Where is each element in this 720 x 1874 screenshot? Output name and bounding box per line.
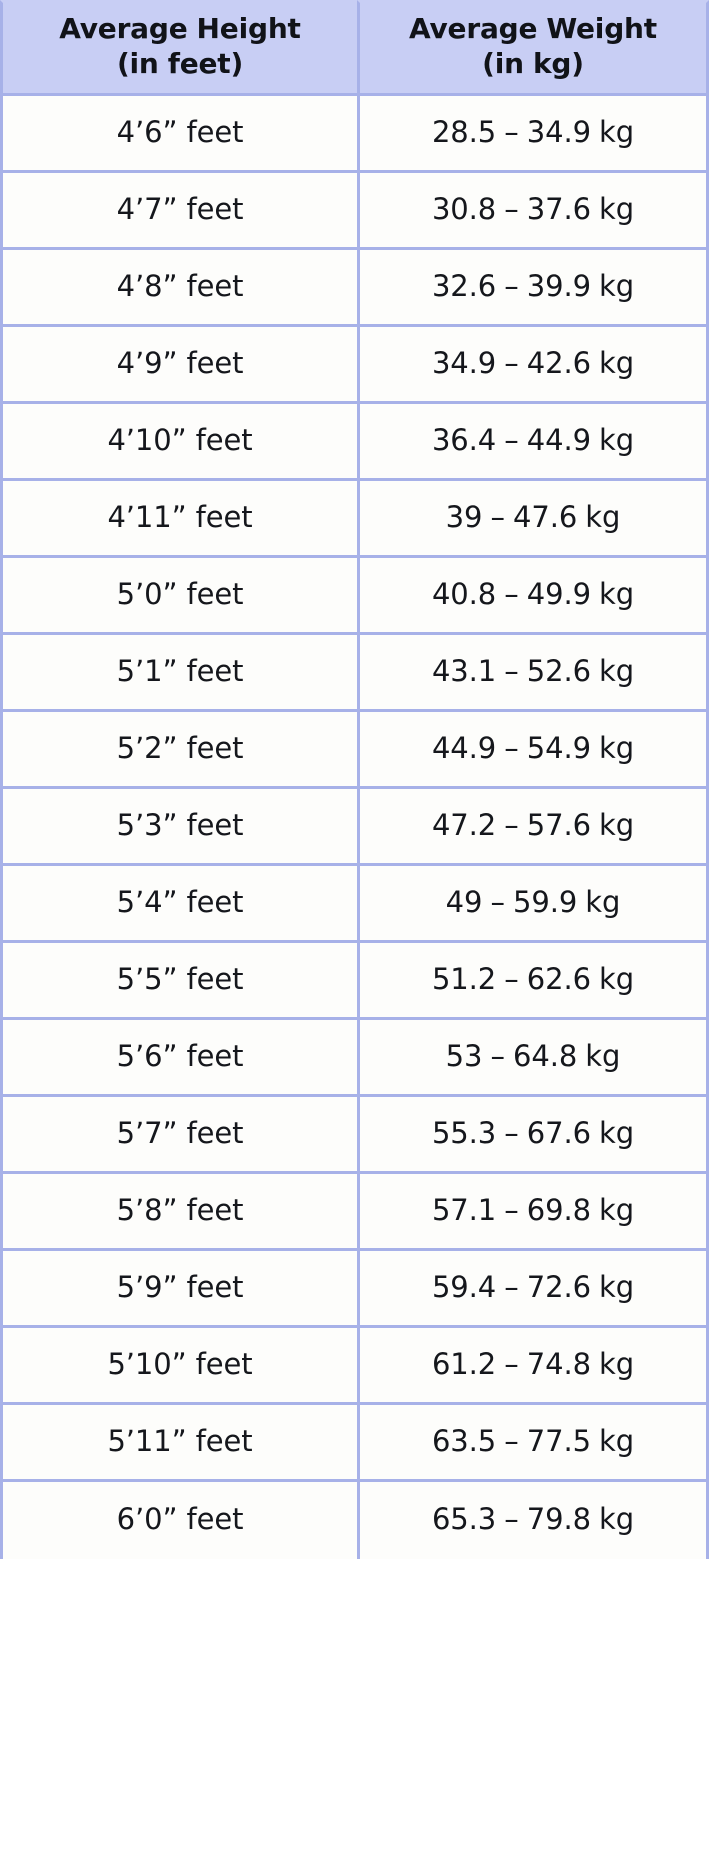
cell-height: 5’5” feet <box>0 942 357 1020</box>
table-row: 5’8” feet 57.1 – 69.8 kg <box>0 1173 709 1251</box>
column-header-height: Average Height (in feet) <box>0 0 357 96</box>
cell-weight: 57.1 – 69.8 kg <box>357 1173 709 1251</box>
table-row: 5’4” feet 49 – 59.9 kg <box>0 865 709 943</box>
cell-weight: 55.3 – 67.6 kg <box>357 1096 709 1174</box>
table-header-row: Average Height (in feet) Average Weight … <box>0 0 709 96</box>
cell-height: 4’6” feet <box>0 95 357 173</box>
cell-weight: 47.2 – 57.6 kg <box>357 788 709 866</box>
table-row: 5’3” feet 47.2 – 57.6 kg <box>0 788 709 866</box>
table-row: 4’10” feet 36.4 – 44.9 kg <box>0 403 709 481</box>
cell-weight: 61.2 – 74.8 kg <box>357 1327 709 1405</box>
cell-height: 4’7” feet <box>0 172 357 250</box>
table-row: 5’1” feet 43.1 – 52.6 kg <box>0 634 709 712</box>
cell-weight: 43.1 – 52.6 kg <box>357 634 709 712</box>
cell-weight: 30.8 – 37.6 kg <box>357 172 709 250</box>
cell-height: 4’9” feet <box>0 326 357 404</box>
cell-weight: 44.9 – 54.9 kg <box>357 711 709 789</box>
table-row: 5’9” feet 59.4 – 72.6 kg <box>0 1250 709 1328</box>
cell-height: 5’8” feet <box>0 1173 357 1251</box>
cell-height: 5’7” feet <box>0 1096 357 1174</box>
cell-height: 5’6” feet <box>0 1019 357 1097</box>
cell-height: 5’1” feet <box>0 634 357 712</box>
cell-height: 4’11” feet <box>0 480 357 558</box>
cell-weight: 51.2 – 62.6 kg <box>357 942 709 1020</box>
table-row: 5’5” feet 51.2 – 62.6 kg <box>0 942 709 1020</box>
cell-weight: 39 – 47.6 kg <box>357 480 709 558</box>
table-row: 5’2” feet 44.9 – 54.9 kg <box>0 711 709 789</box>
cell-height: 5’11” feet <box>0 1404 357 1482</box>
table-row: 6’0” feet 65.3 – 79.8 kg <box>0 1481 709 1559</box>
cell-height: 5’10” feet <box>0 1327 357 1405</box>
table-row: 4’11” feet 39 – 47.6 kg <box>0 480 709 558</box>
cell-weight: 59.4 – 72.6 kg <box>357 1250 709 1328</box>
cell-height: 5’3” feet <box>0 788 357 866</box>
height-weight-table: Average Height (in feet) Average Weight … <box>0 0 709 1559</box>
table-row: 5’0” feet 40.8 – 49.9 kg <box>0 557 709 635</box>
column-header-weight-line1: Average Weight <box>409 12 657 45</box>
table-row: 5’6” feet 53 – 64.8 kg <box>0 1019 709 1097</box>
cell-weight: 40.8 – 49.9 kg <box>357 557 709 635</box>
table-row: 5’7” feet 55.3 – 67.6 kg <box>0 1096 709 1174</box>
table-header: Average Height (in feet) Average Weight … <box>0 0 709 96</box>
cell-height: 5’0” feet <box>0 557 357 635</box>
table-row: 4’7” feet 30.8 – 37.6 kg <box>0 172 709 250</box>
column-header-weight: Average Weight (in kg) <box>357 0 709 96</box>
table-body: 4’6” feet 28.5 – 34.9 kg 4’7” feet 30.8 – 3… <box>0 95 709 1559</box>
column-header-weight-line2: (in kg) <box>482 47 584 81</box>
table-row: 4’8” feet 32.6 – 39.9 kg <box>0 249 709 327</box>
cell-weight: 28.5 – 34.9 kg <box>357 95 709 173</box>
table-row: 4’6” feet 28.5 – 34.9 kg <box>0 95 709 173</box>
cell-height: 4’8” feet <box>0 249 357 327</box>
cell-height: 5’4” feet <box>0 865 357 943</box>
cell-height: 5’9” feet <box>0 1250 357 1328</box>
cell-weight: 49 – 59.9 kg <box>357 865 709 943</box>
cell-weight: 36.4 – 44.9 kg <box>357 403 709 481</box>
cell-weight: 32.6 – 39.9 kg <box>357 249 709 327</box>
table-row: 5’11” feet 63.5 – 77.5 kg <box>0 1404 709 1482</box>
cell-height: 6’0” feet <box>0 1481 357 1559</box>
cell-height: 4’10” feet <box>0 403 357 481</box>
cell-height: 5’2” feet <box>0 711 357 789</box>
cell-weight: 63.5 – 77.5 kg <box>357 1404 709 1482</box>
column-header-height-line2: (in feet) <box>116 47 244 81</box>
table-row: 4’9” feet 34.9 – 42.6 kg <box>0 326 709 404</box>
table-row: 5’10” feet 61.2 – 74.8 kg <box>0 1327 709 1405</box>
cell-weight: 34.9 – 42.6 kg <box>357 326 709 404</box>
column-header-height-line1: Average Height <box>59 12 301 45</box>
cell-weight: 53 – 64.8 kg <box>357 1019 709 1097</box>
cell-weight: 65.3 – 79.8 kg <box>357 1481 709 1559</box>
